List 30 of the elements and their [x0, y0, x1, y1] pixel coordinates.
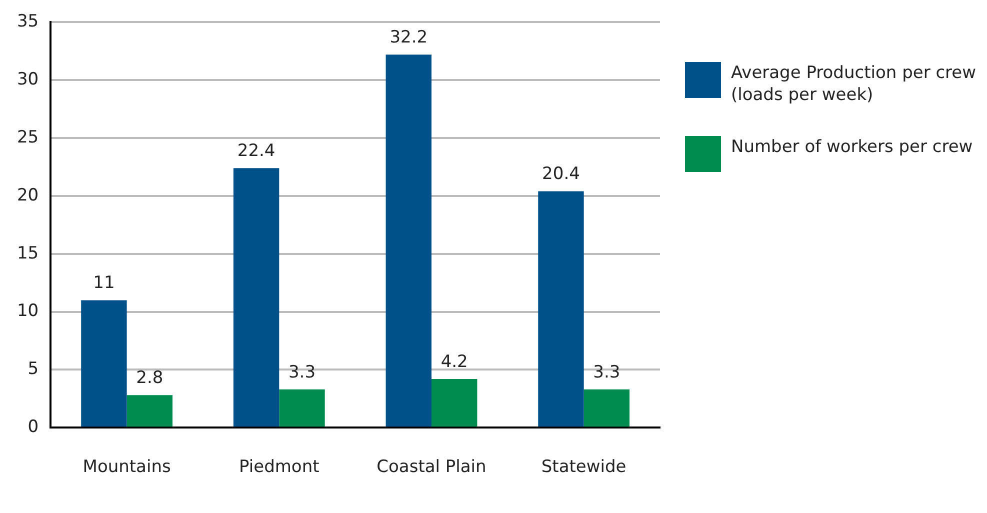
y-tick-label: 30 — [16, 70, 39, 90]
bar — [279, 389, 325, 427]
data-label: 4.2 — [440, 352, 468, 372]
data-label: 11 — [93, 273, 115, 294]
y-tick-label: 15 — [16, 243, 39, 264]
legend-label: Number of workers per crew — [731, 136, 974, 158]
bar — [386, 54, 432, 427]
y-tick-label: 5 — [28, 359, 39, 380]
data-label: 22.4 — [237, 141, 276, 162]
y-tick-label: 25 — [16, 127, 39, 148]
data-label: 3.3 — [593, 362, 620, 382]
bar — [584, 389, 630, 427]
x-tick-label: Coastal Plain — [376, 457, 486, 478]
x-tick-label: Statewide — [541, 457, 626, 478]
x-tick-label: Mountains — [82, 457, 171, 478]
y-tick-label: 35 — [16, 12, 39, 32]
y-tick-label: 20 — [16, 185, 39, 206]
data-label: 32.2 — [390, 28, 428, 48]
y-tick-label: 0 — [28, 417, 39, 438]
data-label: 2.8 — [136, 368, 164, 388]
bar — [233, 168, 280, 427]
bar — [431, 378, 478, 427]
legend-label: Average Production per crew (loads per week) — [731, 62, 978, 106]
data-label: 3.3 — [288, 362, 316, 382]
bar — [81, 300, 127, 427]
bar — [538, 191, 584, 427]
data-label: 20.4 — [542, 164, 580, 184]
x-tick-label: Piedmont — [239, 457, 320, 478]
bar — [126, 395, 173, 427]
y-tick-label: 10 — [16, 301, 39, 322]
